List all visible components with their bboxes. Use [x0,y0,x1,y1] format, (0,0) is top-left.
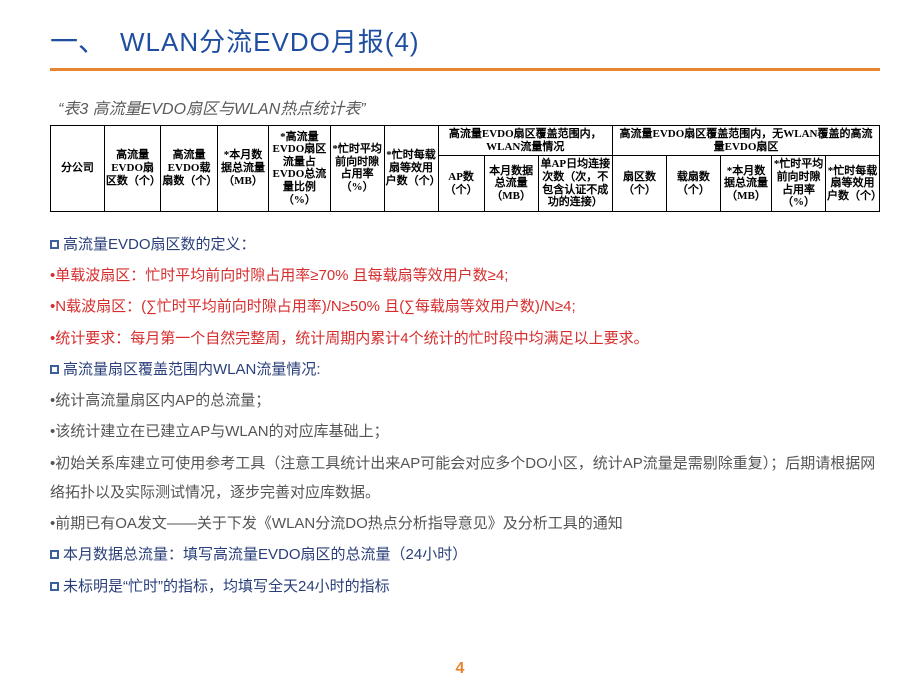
col-traffic-ratio: *高流量EVDO扇区流量占EVDO总流量比例（%） [269,126,331,212]
col-nw-sector: 扇区数（个） [613,156,667,212]
title-section-number: 一、 [50,20,106,60]
col-carrier-sector-count: 高流量EVDO载扇数（个） [161,126,217,212]
note-line: 本月数据总流量：填写高流量EVDO扇区的总流量（24小时） [50,540,880,569]
bullet-box-icon [50,582,59,591]
notes-section: 高流量EVDO扇区数的定义： •单载波扇区：忙时平均前向时隙占用率≥70% 且每载… [50,230,880,601]
bullet-box-icon [50,365,59,374]
slide-title: WLAN分流EVDO月报(4) [120,22,420,59]
note-line: •该统计建立在已建立AP与WLAN的对应库基础上； [50,417,880,446]
col-nw-busy-users: *忙时每载扇等效用户数（个） [826,156,880,212]
col-month-data: *本月数据总流量（MB） [217,126,268,212]
bullet-box-icon [50,240,59,249]
note-text: 高流量扇区覆盖范围内WLAN流量情况: [63,361,321,378]
note-line: •统计高流量扇区内AP的总流量； [50,386,880,415]
note-line: •单载波扇区：忙时平均前向时隙占用率≥70% 且每载扇等效用户数≥4; [50,261,880,290]
col-group-no-wlan: 高流量EVDO扇区覆盖范围内，无WLAN覆盖的高流量EVDO扇区 [613,126,880,156]
slide-container: 一、 WLAN分流EVDO月报(4) “表3 高流量EVDO扇区与WLAN热点统… [0,0,920,601]
table-row: 分公司 高流量EVDO扇区数（个） 高流量EVDO载扇数（个） *本月数据总流量… [51,126,880,156]
col-busy-slot-rate: *忙时平均前向时隙占用率（%） [330,126,384,212]
col-nw-carrier-sector: 载扇数（个） [666,156,720,212]
horizontal-rule [50,68,880,71]
col-nw-month-data: *本月数据总流量（MB） [720,156,771,212]
note-line: •前期已有OA发文——关于下发《WLAN分流DO热点分析指导意见》及分析工具的通… [50,509,880,538]
note-text: 未标明是“忙时”的指标，均填写全天24小时的指标 [63,578,390,595]
slide-title-row: 一、 WLAN分流EVDO月报(4) [50,20,880,60]
col-nw-busy-slot: *忙时平均前向时隙占用率（%） [772,156,826,212]
note-line: 未标明是“忙时”的指标，均填写全天24小时的指标 [50,572,880,601]
col-ap-connects: 单AP日均连接次数（次，不包含认证不成功的连接） [538,156,612,212]
col-branch: 分公司 [51,126,105,212]
col-sector-count: 高流量EVDO扇区数（个） [104,126,160,212]
col-ap-month-data: 本月数据总流量（MB） [484,156,538,212]
table-caption: “表3 高流量EVDO扇区与WLAN热点统计表” [58,95,880,119]
note-line: •N载波扇区：(∑忙时平均前向时隙占用率)/N≥50% 且(∑每载扇等效用户数)… [50,292,880,321]
note-text: 高流量EVDO扇区数的定义： [63,236,256,253]
note-line: •统计要求：每月第一个自然完整周，统计周期内累计4个统计的忙时段中均满足以上要求… [50,324,880,353]
col-ap-count: AP数（个） [438,156,484,212]
header-table: 分公司 高流量EVDO扇区数（个） 高流量EVDO载扇数（个） *本月数据总流量… [50,125,880,212]
col-group-wlan: 高流量EVDO扇区覆盖范围内，WLAN流量情况 [438,126,613,156]
note-line: 高流量EVDO扇区数的定义： [50,230,880,259]
note-text: 本月数据总流量：填写高流量EVDO扇区的总流量（24小时） [63,546,467,563]
col-busy-eff-users: *忙时每载扇等效用户数（个） [384,126,438,212]
note-line: •初始关系库建立可使用参考工具（注意工具统计出来AP可能会对应多个DO小区，统计… [50,449,880,508]
note-line: 高流量扇区覆盖范围内WLAN流量情况: [50,355,880,384]
bullet-box-icon [50,550,59,559]
page-number: 4 [0,660,920,678]
